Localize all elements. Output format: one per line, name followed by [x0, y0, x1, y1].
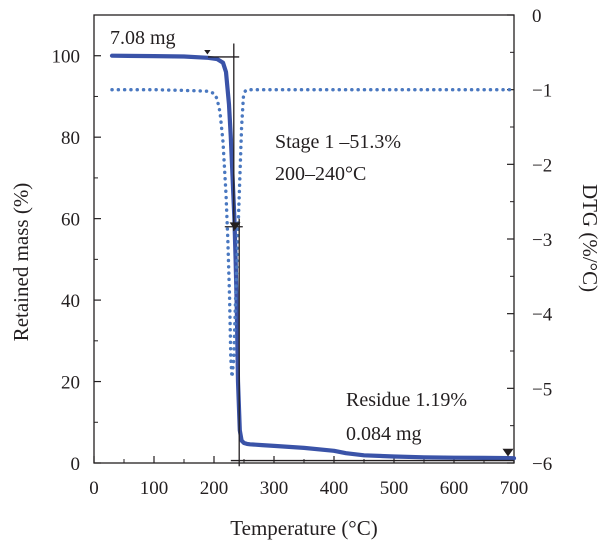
annotation-stage-line2: 200–240°C: [275, 163, 366, 185]
y-left-tick-label: 40: [61, 291, 80, 312]
y-right-tick-label: −2: [532, 155, 552, 176]
annotation-residue-line1: Residue 1.19%: [346, 389, 467, 411]
annotation-stage-line1: Stage 1 –51.3%: [275, 131, 401, 153]
y-left-tick-label: 100: [52, 47, 81, 68]
x-axis-title: Temperature (°C): [230, 516, 377, 540]
y-right-tick-label: −5: [532, 379, 552, 400]
x-tick-label: 0: [89, 478, 99, 499]
x-tick-label: 300: [260, 478, 289, 499]
x-tick-label: 200: [200, 478, 229, 499]
midpoint-marker: [229, 222, 241, 231]
dtg-series-line: [110, 88, 516, 379]
y-right-tick-label: −6: [532, 454, 552, 475]
y-left-tick-label: 20: [61, 373, 80, 394]
initial-mass-marker: [204, 50, 211, 55]
y-right-tick-label: −1: [532, 81, 552, 102]
y-right-tick-label: 0: [532, 6, 542, 27]
tg-series-line: [109, 53, 517, 461]
x-tick-label: 700: [500, 478, 529, 499]
x-tick-label: 400: [320, 478, 349, 499]
y-left-tick-label: 80: [61, 128, 80, 149]
y-right-tick-label: −3: [532, 230, 552, 251]
y-right-axis-title: DTG (%/°C): [578, 184, 600, 292]
y-right-tick-label: −4: [532, 305, 553, 326]
annotation-residue-line2: 0.084 mg: [346, 423, 422, 445]
series-group: [109, 53, 517, 461]
y-left-axis-title: Retained mass (%): [9, 183, 33, 342]
residue-marker: [502, 448, 514, 457]
x-tick-label: 500: [380, 478, 409, 499]
x-tick-label: 100: [140, 478, 169, 499]
annotation-initial-mass: 7.08 mg: [110, 27, 176, 49]
y-left-tick-label: 60: [61, 210, 80, 231]
tick-marks: 0 100 200 300 400 500 600 700 0 20 40 60 80 100 0 −1 −2 −…: [52, 6, 553, 499]
marker-group: [204, 43, 514, 467]
x-tick-label: 600: [440, 478, 469, 499]
y-left-tick-label: 0: [71, 454, 81, 475]
